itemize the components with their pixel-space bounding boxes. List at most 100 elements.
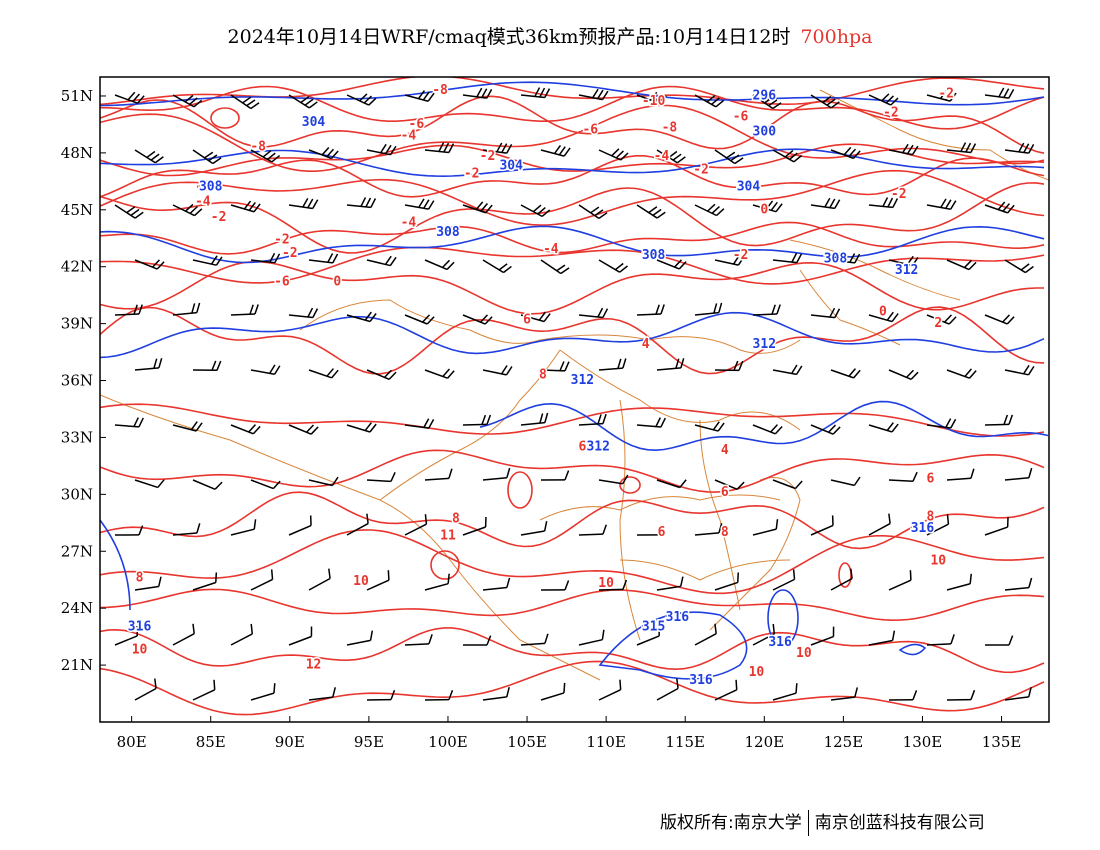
temperature-contour-label: -6 xyxy=(582,123,598,138)
geopotential-closed-contour xyxy=(598,611,748,680)
temperature-contour-label: 6 xyxy=(523,312,531,327)
wind-barb xyxy=(172,94,203,108)
temperature-contour-label: 4 xyxy=(642,337,650,352)
lon-tick-label: 110E xyxy=(586,733,626,751)
lat-tick-label: 48N xyxy=(61,144,93,162)
wind-barb xyxy=(462,414,492,426)
boundary-line xyxy=(299,299,801,354)
wind-barb xyxy=(694,623,717,646)
wind-barb xyxy=(192,479,223,490)
wind-barb xyxy=(520,412,549,426)
wind-barb xyxy=(984,414,1014,426)
lon-tick-label: 85E xyxy=(196,733,226,751)
map-axes: 80E 85E 90E 95E 100E 105E 110E 115E 120E 125E 130E… xyxy=(61,87,1022,751)
temperature-closed-contour xyxy=(430,550,460,580)
wind-barb xyxy=(520,87,551,99)
wind-barb xyxy=(250,252,281,264)
wind-barb xyxy=(656,149,686,164)
wind-barb xyxy=(926,90,957,102)
wind-barb xyxy=(482,142,513,154)
geopotential-contour-label: 304 xyxy=(302,115,326,130)
wind-barb xyxy=(424,368,455,379)
geopotential-contour-label: 304 xyxy=(499,159,523,174)
temperature-contour-label: -6 xyxy=(274,274,290,289)
wind-barb xyxy=(772,364,803,376)
wind-barb xyxy=(424,142,455,154)
wind-barb xyxy=(404,90,435,102)
temperature-contour-label: 10 xyxy=(930,553,946,568)
temperature-isoline xyxy=(100,403,1045,437)
wind-barb xyxy=(250,569,274,591)
wind-barb xyxy=(288,515,312,536)
wind-barb xyxy=(404,514,428,536)
wind-barb xyxy=(772,479,803,490)
temperature-closed-contour xyxy=(210,107,240,129)
wind-barb xyxy=(714,360,744,372)
wind-barb xyxy=(598,148,629,161)
temperature-contour-label: -4 xyxy=(195,195,211,210)
geopotential-contour-label: 316 xyxy=(128,620,152,635)
geopotential-closed-contour xyxy=(767,589,799,647)
wind-barb xyxy=(308,476,339,487)
wind-barb xyxy=(404,314,435,325)
temperature-isoline xyxy=(100,95,1045,154)
wind-barb xyxy=(192,255,223,266)
wind-barb xyxy=(752,623,776,646)
wind-barb xyxy=(308,253,339,264)
map-title: 2024年10月14日WRF/cmaq模式36km预报产品:10月14日12时 7… xyxy=(0,22,1100,49)
wind-barb xyxy=(482,687,510,701)
wind-barb xyxy=(424,259,455,271)
wind-barb xyxy=(482,467,511,481)
temperature-isoline xyxy=(100,104,1045,172)
wind-barb xyxy=(868,630,896,646)
temperature-contour-label: 11 xyxy=(440,529,456,544)
wind-barb xyxy=(462,516,487,536)
geopotential-closed-contour xyxy=(898,643,927,656)
wind-barb xyxy=(230,623,254,646)
boundary-line xyxy=(619,559,791,581)
wind-barb xyxy=(810,307,841,319)
wind-barb xyxy=(598,579,628,591)
wind-barb xyxy=(424,689,454,701)
wind-barb xyxy=(752,200,783,213)
temperature-contour-label: -8 xyxy=(432,83,448,98)
wind-barb xyxy=(984,635,1014,646)
wind-barb xyxy=(114,625,138,646)
wind-barb xyxy=(462,201,493,214)
temperature-closed-contour xyxy=(619,476,641,494)
wind-barb xyxy=(656,259,687,270)
wind-barb xyxy=(114,91,145,104)
wind-barb xyxy=(984,517,1009,536)
geopotential-contour-label: 316 xyxy=(666,610,690,625)
title-level: 700hpa xyxy=(800,26,873,48)
map-frame xyxy=(99,76,1050,723)
wind-barb xyxy=(346,513,369,536)
wind-barb xyxy=(984,87,1015,99)
wind-barb xyxy=(192,572,218,591)
wind-barb xyxy=(404,634,433,646)
temperature-isoline xyxy=(100,529,1045,595)
geopotential-contour-label: 315 xyxy=(642,620,665,635)
wind-barb xyxy=(810,626,835,646)
temperature-contour-label: -2 xyxy=(282,246,298,261)
wind-barb xyxy=(520,521,548,536)
wind-barb xyxy=(114,417,144,428)
wind-barb xyxy=(250,683,276,701)
temperature-contour-label: -6 xyxy=(195,180,211,195)
boundary-line xyxy=(799,269,901,346)
wind-barb xyxy=(540,470,570,481)
lat-tick-label: 51N xyxy=(61,87,93,105)
temperature-contour-label: 8 xyxy=(539,367,547,382)
temperature-isoline xyxy=(100,143,1045,177)
lat-tick-label: 42N xyxy=(61,258,93,276)
wind-barb xyxy=(230,304,259,316)
temperature-contour-label: -2 xyxy=(891,187,907,202)
wind-barb xyxy=(830,687,859,701)
wind-barb xyxy=(346,311,377,323)
boundary-line xyxy=(699,419,741,611)
wind-barb xyxy=(172,421,203,432)
wind-barb xyxy=(830,476,861,487)
wind-barb xyxy=(250,364,281,376)
temperature-contour-label: 0 xyxy=(507,159,515,174)
